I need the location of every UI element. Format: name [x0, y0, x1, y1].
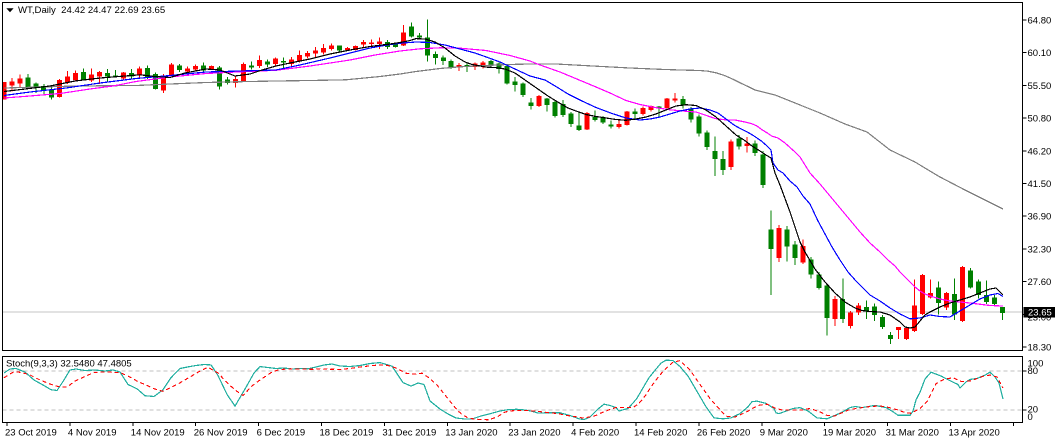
svg-text:80: 80 — [1028, 366, 1039, 377]
svg-text:18 Dec 2019: 18 Dec 2019 — [320, 428, 374, 439]
svg-text:36.90: 36.90 — [1028, 212, 1052, 223]
svg-text:6 Dec 2019: 6 Dec 2019 — [257, 428, 306, 439]
svg-text:0: 0 — [1028, 412, 1033, 423]
svg-text:26 Nov 2019: 26 Nov 2019 — [194, 428, 248, 439]
svg-text:20: 20 — [1028, 405, 1039, 416]
svg-text:46.20: 46.20 — [1028, 146, 1052, 157]
svg-text:60.10: 60.10 — [1028, 48, 1052, 59]
svg-text:13 Apr 2020: 13 Apr 2020 — [949, 428, 1000, 439]
svg-text:64.80: 64.80 — [1028, 16, 1052, 27]
svg-text:26 Feb 2020: 26 Feb 2020 — [697, 428, 750, 439]
svg-text:9 Mar 2020: 9 Mar 2020 — [760, 428, 808, 439]
svg-text:18.30: 18.30 — [1028, 343, 1052, 354]
svg-text:Stoch(9,3,3) 32.5480 47.4805: Stoch(9,3,3) 32.5480 47.4805 — [6, 359, 132, 370]
svg-text:4 Nov 2019: 4 Nov 2019 — [68, 428, 117, 439]
svg-text:WT,Daily 24.42 24.47 22.69 23: WT,Daily 24.42 24.47 22.69 23.65 — [18, 5, 165, 16]
svg-text:32.30: 32.30 — [1028, 244, 1052, 255]
svg-text:23.65: 23.65 — [1028, 308, 1052, 319]
svg-text:27.60: 27.60 — [1028, 277, 1052, 288]
svg-text:23 Jan 2020: 23 Jan 2020 — [508, 428, 560, 439]
svg-text:55.50: 55.50 — [1028, 81, 1052, 92]
svg-text:23.00: 23.00 — [1028, 313, 1052, 324]
svg-text:4 Feb 2020: 4 Feb 2020 — [571, 428, 619, 439]
svg-text:100: 100 — [1028, 359, 1044, 370]
svg-text:50.80: 50.80 — [1028, 114, 1052, 125]
svg-text:13 Jan 2020: 13 Jan 2020 — [445, 428, 497, 439]
svg-text:14 Feb 2020: 14 Feb 2020 — [634, 428, 687, 439]
svg-text:14 Nov 2019: 14 Nov 2019 — [131, 428, 185, 439]
svg-text:23 Oct 2019: 23 Oct 2019 — [5, 428, 57, 439]
svg-text:31 Mar 2020: 31 Mar 2020 — [886, 428, 939, 439]
svg-text:19 Mar 2020: 19 Mar 2020 — [823, 428, 876, 439]
svg-text:41.50: 41.50 — [1028, 179, 1052, 190]
svg-text:31 Dec 2019: 31 Dec 2019 — [382, 428, 436, 439]
